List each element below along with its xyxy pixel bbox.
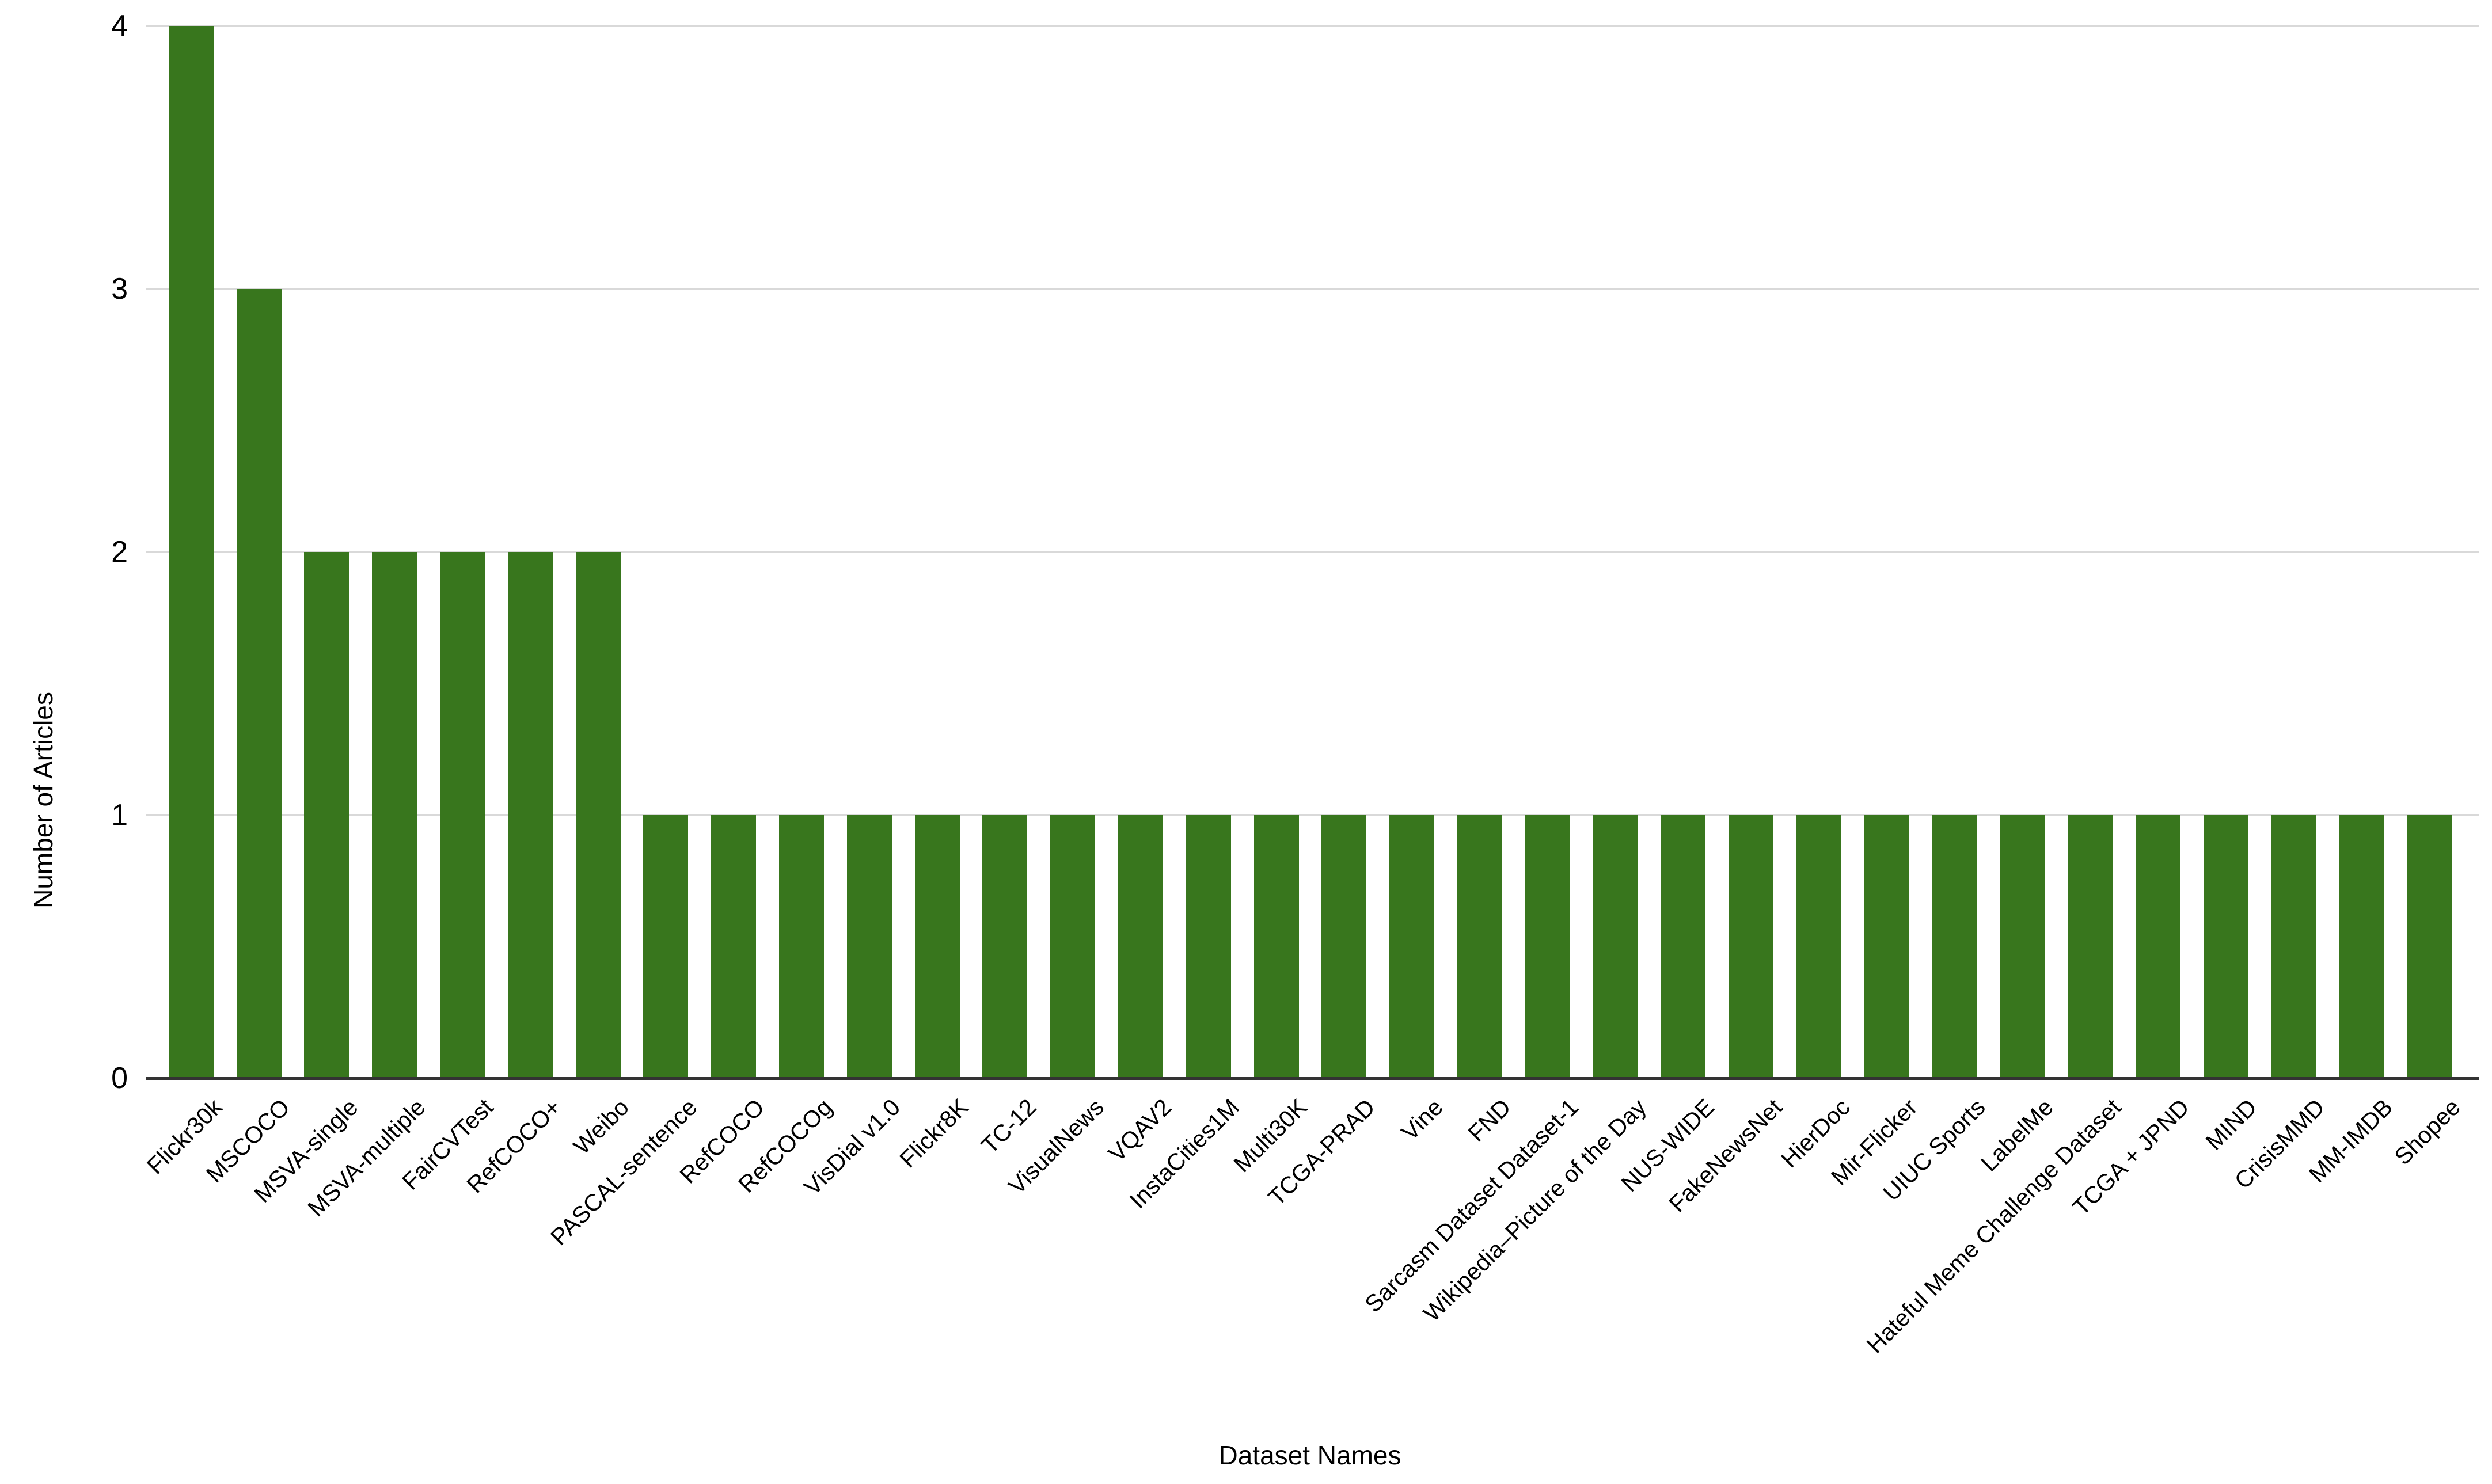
bar-NUS-WIDE <box>1661 815 1706 1078</box>
bar-TCGA + JPND <box>2135 815 2180 1078</box>
bar-MM-IMDB <box>2339 815 2384 1078</box>
bar-FakeNewsNet <box>1729 815 1774 1078</box>
gridline-y-2 <box>146 551 2479 553</box>
x-tick-label-Vine: Vine <box>1396 1094 1448 1146</box>
bar-RefCOCO <box>711 815 757 1078</box>
bar-Multi30K <box>1253 815 1299 1078</box>
x-tick-label-Weibo: Weibo <box>568 1094 635 1160</box>
bar-Flickr8K <box>914 815 960 1078</box>
bar-Flickr30k <box>168 26 214 1078</box>
y-tick-label-2: 2 <box>111 535 128 569</box>
gridline-y-3 <box>146 288 2479 290</box>
plot-area <box>146 25 2479 1078</box>
bar-MSVA-multiple <box>372 552 417 1078</box>
bar-RefCOCO+ <box>507 552 553 1078</box>
y-tick-label-3: 3 <box>111 272 128 306</box>
bar-Shopee <box>2407 815 2452 1078</box>
bar-Vine <box>1389 815 1435 1078</box>
y-tick-label-1: 1 <box>111 798 128 832</box>
bar-InstaCities1M <box>1186 815 1231 1078</box>
x-tick-label-TC-12: TC-12 <box>975 1094 1041 1159</box>
bar-LabelMe <box>2000 815 2045 1078</box>
bar-MSVA-single <box>304 552 350 1078</box>
bar-HierDoc <box>1796 815 1841 1078</box>
x-tick-label-TCGA + JPND: TCGA + JPND <box>2067 1094 2194 1221</box>
x-tick-label-FND: FND <box>1462 1094 1516 1147</box>
bar-Mir-Flicker <box>1864 815 1909 1078</box>
bar-CrisisMMD <box>2271 815 2316 1078</box>
bar-RefCOCOg <box>779 815 825 1078</box>
bar-MSCOCO <box>236 289 282 1078</box>
bar-VisDial v1.0 <box>846 815 892 1078</box>
bar-UIUC Sports <box>1932 815 1977 1078</box>
bar-TC-12 <box>982 815 1028 1078</box>
bar-TCGA-PRAD <box>1321 815 1367 1078</box>
y-tick-label-0: 0 <box>111 1061 128 1095</box>
bar-Wikipedia–Picture of the Day <box>1593 815 1638 1078</box>
bar-VisualNews <box>1050 815 1096 1078</box>
x-axis-line <box>146 1077 2479 1080</box>
x-tick-label-Flickr8K: Flickr8K <box>894 1094 974 1173</box>
gridline-y-1 <box>146 814 2479 816</box>
bar-PASCAL-sentence <box>643 815 689 1078</box>
bar-FairCVTest <box>440 552 485 1078</box>
bar-Sarcasm Dataset Dataset-1 <box>1525 815 1570 1078</box>
x-tick-label-Shopee: Shopee <box>2389 1094 2466 1170</box>
y-tick-label-4: 4 <box>111 9 128 43</box>
x-axis-title: Dataset Names <box>1218 1440 1401 1470</box>
bar-FND <box>1457 815 1502 1078</box>
gridline-y-4 <box>146 25 2479 27</box>
bar-Hateful Meme Challenge Dataset <box>2068 815 2113 1078</box>
bar-MIND <box>2203 815 2248 1078</box>
bar-Weibo <box>575 552 621 1078</box>
bar-VQAV2 <box>1118 815 1163 1078</box>
x-tick-label-MIND: MIND <box>2200 1094 2262 1155</box>
x-tick-label-MSVA-multiple: MSVA-multiple <box>302 1094 431 1222</box>
